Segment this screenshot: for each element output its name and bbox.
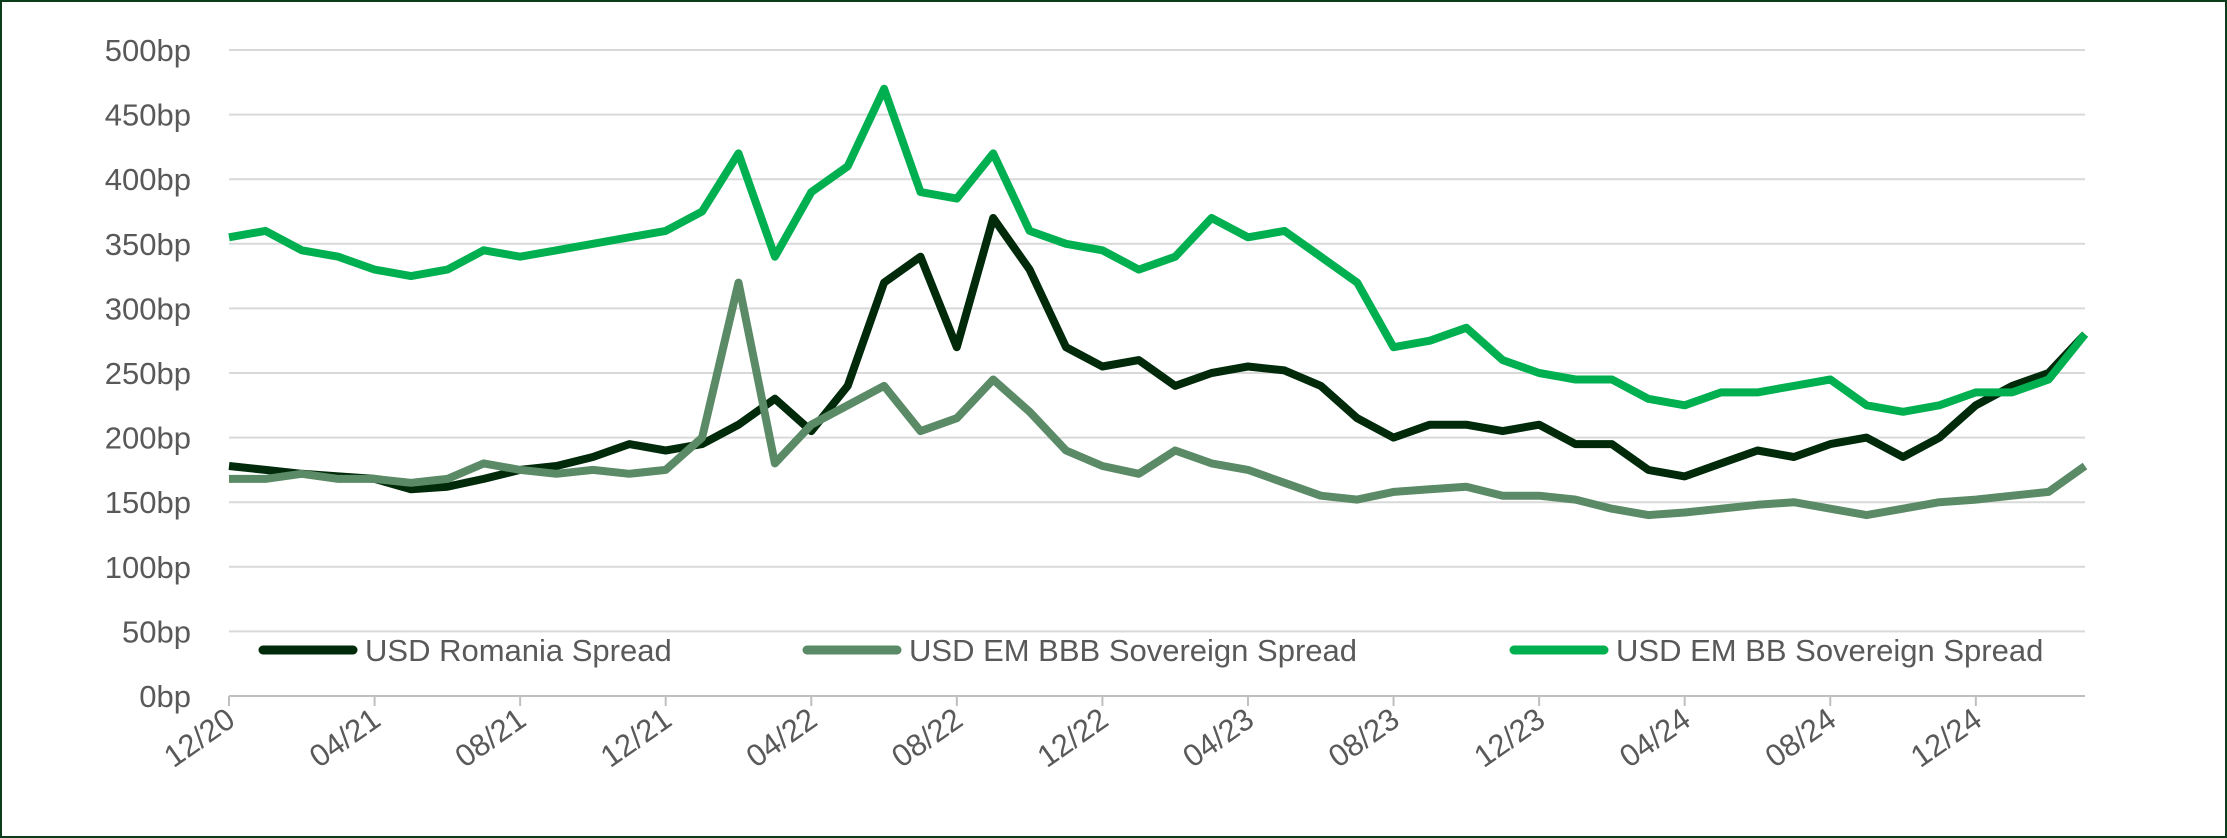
y-tick-label: 500bp	[105, 33, 191, 68]
y-tick-label: 100bp	[105, 550, 191, 585]
y-tick-label: 0bp	[139, 679, 191, 714]
y-tick-label: 350bp	[105, 227, 191, 262]
y-tick-label: 200bp	[105, 421, 191, 456]
y-tick-label: 250bp	[105, 356, 191, 391]
y-tick-label: 300bp	[105, 291, 191, 326]
legend-label: USD EM BBB Sovereign Spread	[909, 633, 1357, 668]
line-series	[228, 84, 2089, 416]
line-series	[229, 278, 2088, 520]
y-tick-label: 400bp	[105, 162, 191, 197]
y-tick-label: 450bp	[105, 98, 191, 133]
y-tick-label: 50bp	[122, 614, 191, 649]
legend-label: USD EM BB Sovereign Spread	[1616, 633, 2043, 668]
legend-label: USD Romania Spread	[365, 633, 672, 668]
y-tick-label: 150bp	[105, 485, 191, 520]
